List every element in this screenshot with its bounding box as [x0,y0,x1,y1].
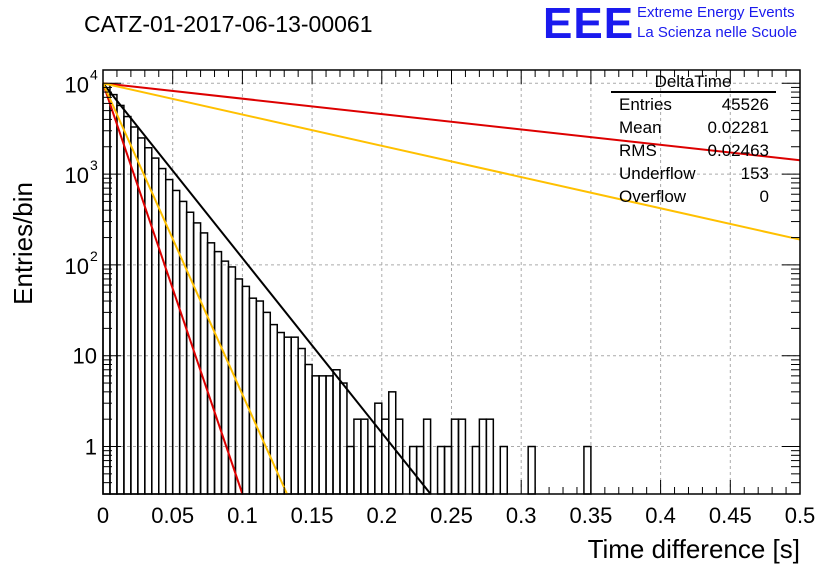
histogram-bar [276,331,285,495]
x-tick-label: 0.2 [367,503,398,528]
histogram-bar [283,336,292,495]
stats-label: Overflow [619,187,687,206]
histogram-bar [171,189,181,495]
x-tick-label: 0.3 [506,503,537,528]
fit-curve [102,82,244,495]
histogram-bar [381,418,390,495]
stats-label: Underflow [619,164,696,183]
stats-label: RMS [619,141,657,160]
histogram-bar [220,260,230,495]
histogram-bar [583,445,592,495]
x-tick-label: 0.45 [709,503,752,528]
eee-logo: EEE [543,0,634,48]
logo-line-1: Extreme Energy Events [637,4,795,21]
histogram-bar [471,445,481,495]
histogram-bar [144,146,153,495]
histogram-bar [527,445,536,495]
fit-curve [102,82,288,495]
fit-curves [102,82,801,495]
histogram-bar [123,115,132,495]
histogram-bar [227,266,237,495]
y-tick-label: 10 [65,163,89,188]
x-tick-label: 0.35 [569,503,612,528]
histogram-bar [415,445,425,495]
logo-line-2: La Scienza nelle Scuole [637,24,797,41]
histogram-bar [485,418,495,495]
stats-value: 0.02281 [708,118,769,137]
x-tick-label: 0.1 [227,503,258,528]
x-tick-label: 0.4 [645,503,676,528]
histogram-bar [297,347,306,495]
run-title: CATZ-01-2017-06-13-00061 [84,11,373,37]
histogram-bar [109,93,118,495]
histogram-bar [151,157,160,495]
histogram-bar [178,200,188,495]
histogram-bar [304,363,313,495]
stats-value: 153 [741,164,769,183]
histogram-bar [116,104,125,495]
histogram-bar [206,242,216,495]
histogram-bar [311,375,320,495]
stats-box: DeltaTime Entries 45526 Mean 0.02281 RMS 0.02… [611,72,776,206]
stats-label: Entries [619,95,672,114]
x-tick-label: 0.25 [430,503,473,528]
histogram-bar [443,445,453,495]
histogram-bar [213,250,223,495]
y-tick-exponent: 3 [90,157,98,173]
histogram-bar [353,418,362,495]
histogram-bar [325,375,334,495]
axes: 0 0.05 0.1 0.15 0.2 0.25 0.3 0.35 0.4 0.45 0.5 1 10 1… [65,66,816,528]
histogram-bar [241,285,251,495]
histogram-bar [332,369,341,495]
histogram-bar [422,418,432,495]
histogram-bar [255,300,265,495]
fit-curve [102,82,432,495]
x-tick-label: 0.15 [291,503,334,528]
histogram-bar [346,445,355,495]
histogram-bar [478,418,488,495]
fit-curve [102,82,801,162]
histogram-bar [185,211,195,495]
stats-title: DeltaTime [655,72,732,91]
fit-curve [102,82,801,241]
stats-value: 0.02463 [708,141,769,160]
histogram-bar [499,445,509,495]
x-axis-label: Time difference [s] [588,534,800,564]
y-tick-label: 10 [65,72,89,97]
y-tick-label: 10 [73,344,97,369]
histogram-bars [102,83,592,495]
x-tick-label: 0.05 [151,503,194,528]
histogram-bar [436,445,446,495]
y-tick-label: 10 [65,254,89,279]
histogram-bar [262,311,272,495]
histogram-bar [450,418,460,495]
y-tick-exponent: 4 [90,66,98,82]
histogram-bar [290,336,299,495]
stats-value: 45526 [722,95,769,114]
histogram-bar [248,297,258,495]
histogram-bar [199,232,209,495]
x-tick-label: 0 [97,503,109,528]
y-axis-label: Entries/bin [8,182,38,305]
stats-label: Mean [619,118,662,137]
histogram-bar [360,418,369,495]
histogram-bar [339,382,348,495]
stats-rows: Entries 45526 Mean 0.02281 RMS 0.02463 Underfl… [619,95,769,206]
histogram-bar [457,418,467,495]
y-tick-label: 1 [85,435,97,460]
histogram-bar [102,83,111,495]
stats-value: 0 [760,187,769,206]
histogram-bar [367,445,376,495]
x-tick-label: 0.5 [785,503,816,528]
histogram-bar [318,375,327,495]
y-tick-exponent: 2 [90,248,98,264]
histogram-bar [374,402,383,495]
